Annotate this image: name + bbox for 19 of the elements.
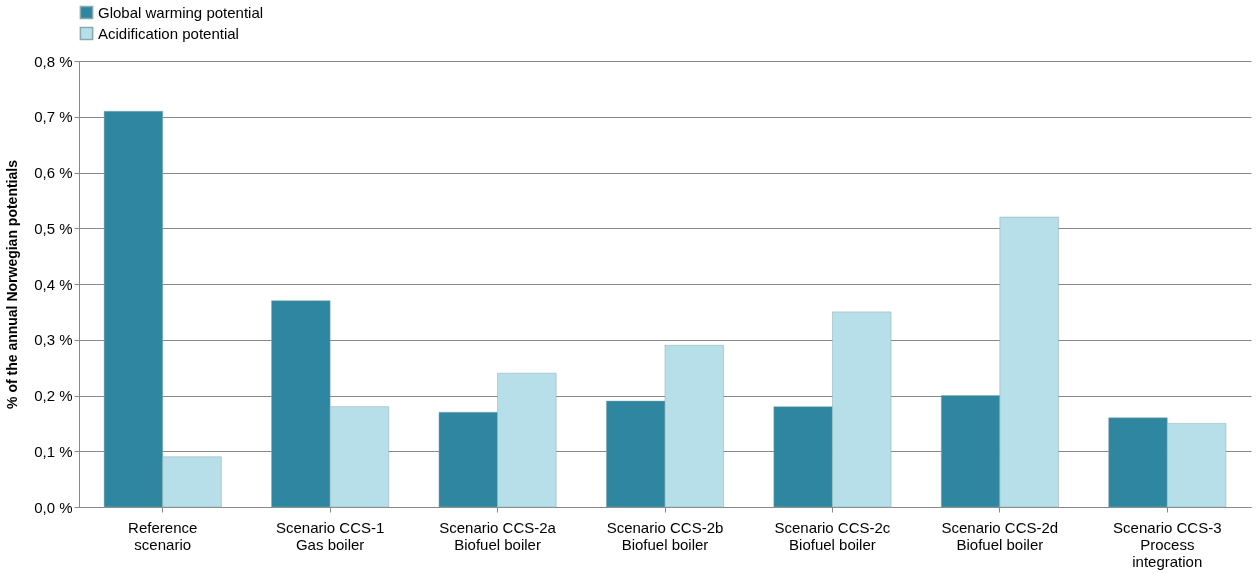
x-tick-label: Scenario CCS-2d Biofuel boiler — [941, 518, 1059, 553]
legend-label: Global warming potential — [98, 3, 264, 21]
y-tick-label: 0,3 % — [34, 331, 73, 349]
y-tick-label: 0,2 % — [34, 387, 73, 404]
x-tick-label: Scenario CCS-1 Gas boiler — [275, 518, 385, 553]
x-tick-label: Scenario CCS-2c Biofuel boiler — [774, 518, 891, 553]
y-axis-title: % of the annual Norwegian potentials — [4, 159, 21, 409]
y-tick-label: 0,6 % — [34, 164, 73, 181]
x-tick-label: Scenario CCS-3 Process integration — [1113, 518, 1222, 570]
y-tick-label: 0,8 % — [34, 52, 73, 70]
x-tick-label: Scenario CCS-2b Biofuel boiler — [606, 518, 724, 553]
y-tick-label: 0,1 % — [34, 442, 73, 460]
y-tick-label: 0,5 % — [34, 219, 73, 237]
x-tick-label: Reference scenario — [128, 518, 198, 553]
y-tick-label: 0,0 % — [34, 498, 73, 516]
y-tick-label: 0,4 % — [34, 275, 73, 293]
legend-label: Acidification potential — [98, 24, 239, 42]
x-tick-label: Scenario CCS-2a Biofuel boiler — [439, 518, 557, 553]
y-tick-label: 0,7 % — [34, 108, 73, 126]
